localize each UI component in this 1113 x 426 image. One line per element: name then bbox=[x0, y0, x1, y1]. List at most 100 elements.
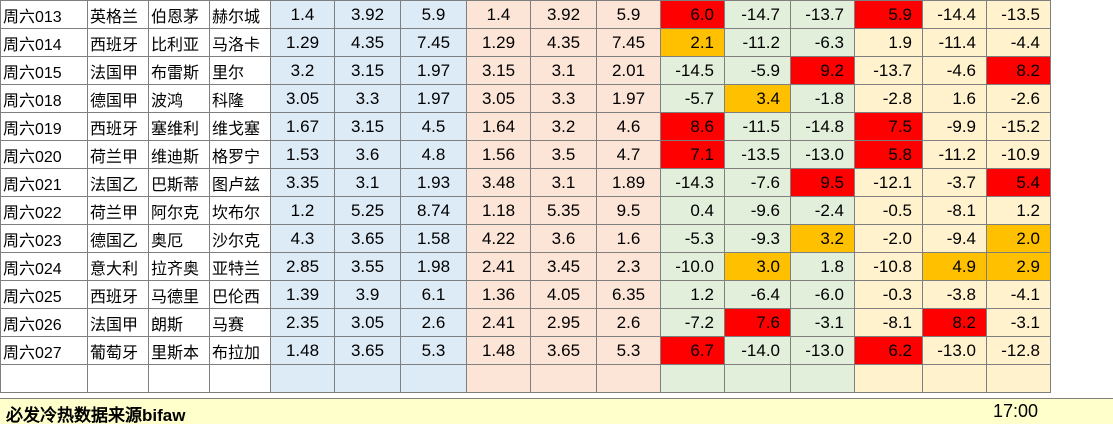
odds2-draw-cell[interactable]: 3.65 bbox=[530, 336, 597, 365]
odds-away-cell[interactable]: 8.74 bbox=[400, 196, 467, 225]
heat2-home-cell[interactable]: -13.7 bbox=[854, 56, 923, 85]
away-team-cell[interactable]: 坎布尔 bbox=[209, 196, 271, 225]
league-cell[interactable]: 德国甲 bbox=[87, 84, 149, 113]
league-cell[interactable]: 西班牙 bbox=[87, 112, 149, 141]
home-team-cell[interactable]: 塞维利 bbox=[148, 112, 210, 141]
odds-away-cell[interactable]: 1.93 bbox=[400, 168, 467, 197]
away-team-cell[interactable]: 马洛卡 bbox=[209, 28, 271, 57]
heat2-draw-cell[interactable]: -13.0 bbox=[922, 336, 987, 365]
odds-draw-cell[interactable]: 3.3 bbox=[334, 84, 401, 113]
heat2-away-cell[interactable]: -4.4 bbox=[986, 28, 1051, 57]
heat2-draw-cell[interactable]: 4.9 bbox=[922, 252, 987, 281]
odds2-draw-cell[interactable]: 2.95 bbox=[530, 308, 597, 337]
odds-home-cell[interactable]: 4.3 bbox=[270, 224, 335, 253]
heat-home-cell[interactable]: -5.7 bbox=[660, 84, 725, 113]
away-team-cell[interactable]: 科隆 bbox=[209, 84, 271, 113]
heat2-home-cell[interactable]: -0.3 bbox=[854, 280, 923, 309]
heat2-away-cell[interactable]: 1.2 bbox=[986, 196, 1051, 225]
empty-cell[interactable] bbox=[209, 364, 271, 393]
odds2-draw-cell[interactable]: 3.1 bbox=[530, 56, 597, 85]
heat-home-cell[interactable]: 7.1 bbox=[660, 140, 725, 169]
heat-draw-cell[interactable]: -9.6 bbox=[724, 196, 791, 225]
odds-draw-cell[interactable]: 3.92 bbox=[334, 0, 401, 29]
empty-cell[interactable] bbox=[596, 364, 661, 393]
heat2-home-cell[interactable]: 7.5 bbox=[854, 112, 923, 141]
heat-away-cell[interactable]: -14.8 bbox=[790, 112, 855, 141]
odds2-home-cell[interactable]: 3.48 bbox=[466, 168, 531, 197]
empty-cell[interactable] bbox=[922, 364, 987, 393]
match-id-cell[interactable]: 周六023 bbox=[0, 224, 88, 253]
odds-draw-cell[interactable]: 3.6 bbox=[334, 140, 401, 169]
heat2-draw-cell[interactable]: -11.4 bbox=[922, 28, 987, 57]
empty-cell[interactable] bbox=[466, 364, 531, 393]
away-team-cell[interactable]: 布拉加 bbox=[209, 336, 271, 365]
away-team-cell[interactable]: 维戈塞 bbox=[209, 112, 271, 141]
odds-home-cell[interactable]: 1.39 bbox=[270, 280, 335, 309]
heat-away-cell[interactable]: -6.3 bbox=[790, 28, 855, 57]
odds2-away-cell[interactable]: 2.01 bbox=[596, 56, 661, 85]
heat-draw-cell[interactable]: -14.7 bbox=[724, 0, 791, 29]
odds2-away-cell[interactable]: 7.45 bbox=[596, 28, 661, 57]
heat2-draw-cell[interactable]: -3.8 bbox=[922, 280, 987, 309]
heat-draw-cell[interactable]: 3.0 bbox=[724, 252, 791, 281]
heat-away-cell[interactable]: -2.4 bbox=[790, 196, 855, 225]
odds2-draw-cell[interactable]: 5.35 bbox=[530, 196, 597, 225]
heat-away-cell[interactable]: -3.1 bbox=[790, 308, 855, 337]
odds-away-cell[interactable]: 2.6 bbox=[400, 308, 467, 337]
league-cell[interactable]: 荷兰甲 bbox=[87, 196, 149, 225]
odds-away-cell[interactable]: 1.98 bbox=[400, 252, 467, 281]
odds-home-cell[interactable]: 3.2 bbox=[270, 56, 335, 85]
home-team-cell[interactable]: 朗斯 bbox=[148, 308, 210, 337]
heat2-home-cell[interactable]: -10.8 bbox=[854, 252, 923, 281]
odds2-draw-cell[interactable]: 3.5 bbox=[530, 140, 597, 169]
odds-draw-cell[interactable]: 3.1 bbox=[334, 168, 401, 197]
odds-draw-cell[interactable]: 3.65 bbox=[334, 336, 401, 365]
odds2-away-cell[interactable]: 4.6 bbox=[596, 112, 661, 141]
heat-home-cell[interactable]: -5.3 bbox=[660, 224, 725, 253]
empty-cell[interactable] bbox=[724, 364, 791, 393]
odds-away-cell[interactable]: 6.1 bbox=[400, 280, 467, 309]
odds-home-cell[interactable]: 3.35 bbox=[270, 168, 335, 197]
empty-cell[interactable] bbox=[854, 364, 923, 393]
heat2-away-cell[interactable]: -12.8 bbox=[986, 336, 1051, 365]
empty-cell[interactable] bbox=[986, 364, 1051, 393]
odds2-home-cell[interactable]: 3.15 bbox=[466, 56, 531, 85]
odds2-home-cell[interactable]: 2.41 bbox=[466, 308, 531, 337]
away-team-cell[interactable]: 巴伦西 bbox=[209, 280, 271, 309]
league-cell[interactable]: 法国甲 bbox=[87, 56, 149, 85]
away-team-cell[interactable]: 里尔 bbox=[209, 56, 271, 85]
empty-cell[interactable] bbox=[660, 364, 725, 393]
odds2-away-cell[interactable]: 2.3 bbox=[596, 252, 661, 281]
odds-home-cell[interactable]: 1.2 bbox=[270, 196, 335, 225]
home-team-cell[interactable]: 马德里 bbox=[148, 280, 210, 309]
heat2-away-cell[interactable]: -15.2 bbox=[986, 112, 1051, 141]
heat-home-cell[interactable]: 8.6 bbox=[660, 112, 725, 141]
heat-away-cell[interactable]: 1.8 bbox=[790, 252, 855, 281]
match-id-cell[interactable]: 周六024 bbox=[0, 252, 88, 281]
heat2-away-cell[interactable]: 8.2 bbox=[986, 56, 1051, 85]
odds2-home-cell[interactable]: 2.41 bbox=[466, 252, 531, 281]
heat2-home-cell[interactable]: 5.9 bbox=[854, 0, 923, 29]
empty-cell[interactable] bbox=[334, 364, 401, 393]
odds2-away-cell[interactable]: 2.6 bbox=[596, 308, 661, 337]
odds-home-cell[interactable]: 2.35 bbox=[270, 308, 335, 337]
heat-away-cell[interactable]: -1.8 bbox=[790, 84, 855, 113]
heat-draw-cell[interactable]: -13.5 bbox=[724, 140, 791, 169]
league-cell[interactable]: 荷兰甲 bbox=[87, 140, 149, 169]
match-id-cell[interactable]: 周六014 bbox=[0, 28, 88, 57]
odds2-home-cell[interactable]: 1.4 bbox=[466, 0, 531, 29]
away-team-cell[interactable]: 格罗宁 bbox=[209, 140, 271, 169]
odds2-home-cell[interactable]: 1.56 bbox=[466, 140, 531, 169]
odds-draw-cell[interactable]: 4.35 bbox=[334, 28, 401, 57]
match-id-cell[interactable]: 周六020 bbox=[0, 140, 88, 169]
match-id-cell[interactable]: 周六025 bbox=[0, 280, 88, 309]
odds2-home-cell[interactable]: 1.64 bbox=[466, 112, 531, 141]
heat2-home-cell[interactable]: 1.9 bbox=[854, 28, 923, 57]
heat-draw-cell[interactable]: -11.2 bbox=[724, 28, 791, 57]
away-team-cell[interactable]: 沙尔克 bbox=[209, 224, 271, 253]
odds-home-cell[interactable]: 2.85 bbox=[270, 252, 335, 281]
heat-away-cell[interactable]: -13.0 bbox=[790, 140, 855, 169]
league-cell[interactable]: 西班牙 bbox=[87, 280, 149, 309]
home-team-cell[interactable]: 巴斯蒂 bbox=[148, 168, 210, 197]
match-id-cell[interactable]: 周六013 bbox=[0, 0, 88, 29]
